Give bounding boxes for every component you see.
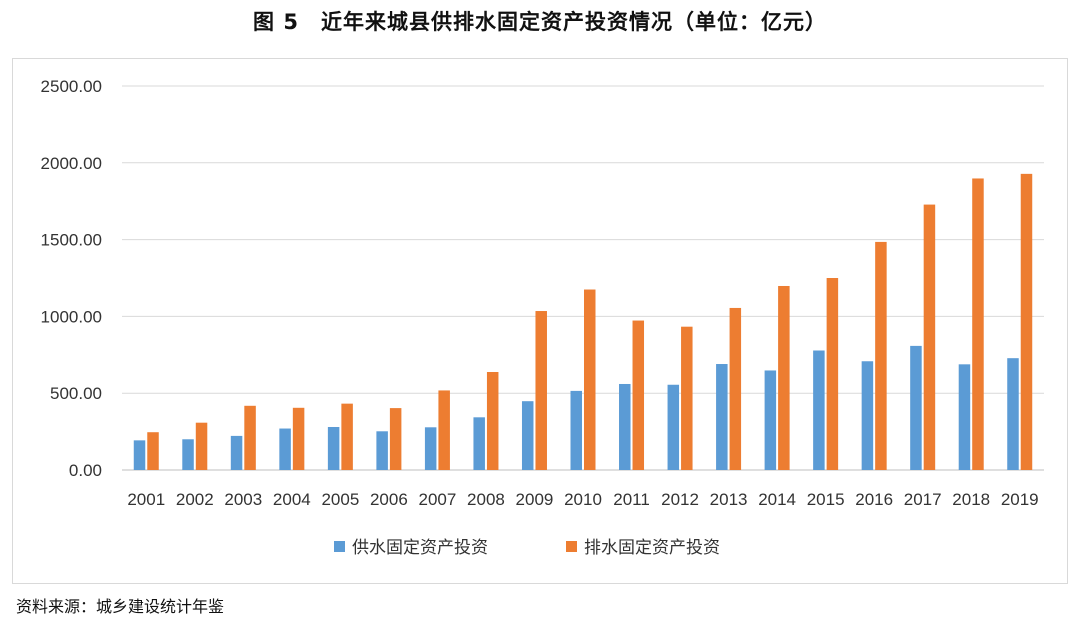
bar-supply-2008 (473, 417, 485, 470)
x-tick-label: 2004 (273, 490, 311, 509)
y-tick-label: 500.00 (50, 384, 102, 403)
bar-drain-2011 (632, 320, 645, 470)
x-tick-label: 2010 (564, 490, 602, 509)
bar-drain-2003 (244, 405, 256, 470)
bar-supply-2006 (376, 431, 388, 470)
bar-drain-2004 (292, 407, 305, 470)
bar-supply-2016 (861, 361, 874, 470)
x-tick-label: 2016 (855, 490, 893, 509)
legend: 供水固定资产投资 排水固定资产投资 (334, 538, 720, 558)
x-tick-label: 2017 (904, 490, 942, 509)
bar-drain-2007 (438, 390, 450, 470)
x-tick-label: 2019 (1001, 490, 1039, 509)
bar-drain-2002 (195, 422, 208, 470)
y-tick-label: 1500.00 (41, 231, 102, 250)
bar-drain-2005 (341, 403, 353, 470)
x-axis-ticks: 2001 2002 2003 2004 2005 2006 2007 2008 2009 2010… (127, 490, 1038, 509)
bar-drain-2016 (875, 241, 887, 470)
bar-drain-2014 (778, 285, 790, 470)
x-tick-label: 2011 (613, 490, 650, 509)
legend-swatch-supply (334, 541, 345, 552)
x-tick-label: 2014 (758, 490, 796, 509)
bar-drain-2018 (972, 178, 984, 470)
bar-supply-2009 (521, 401, 534, 470)
source-note: 资料来源：城乡建设统计年鉴 (16, 597, 225, 616)
x-tick-label: 2008 (467, 490, 505, 509)
x-tick-label: 2015 (807, 490, 845, 509)
bar-supply-2003 (230, 435, 243, 470)
x-tick-label: 2003 (224, 490, 262, 509)
bars (133, 173, 1033, 471)
legend-label-supply: 供水固定资产投资 (352, 538, 488, 558)
legend-label-drain: 排水固定资产投资 (584, 538, 720, 558)
bar-supply-2010 (570, 390, 582, 470)
bar-supply-2002 (182, 439, 194, 470)
bar-supply-2011 (619, 383, 631, 470)
legend-swatch-drain (566, 541, 577, 552)
bar-drain-2012 (681, 326, 693, 470)
bar-drain-2017 (923, 204, 936, 470)
bar-drain-2008 (486, 372, 499, 470)
x-tick-label: 2009 (516, 490, 554, 509)
x-tick-label: 2013 (710, 490, 748, 509)
y-tick-label: 2000.00 (41, 154, 102, 173)
y-tick-label: 2500.00 (41, 77, 102, 96)
bar-supply-2015 (813, 350, 825, 470)
bar-drain-2006 (389, 408, 402, 470)
x-tick-label: 2007 (419, 490, 457, 509)
bar-supply-2004 (279, 428, 291, 470)
x-tick-label: 2002 (176, 490, 214, 509)
bar-drain-2001 (147, 432, 159, 470)
bar-drain-2013 (729, 307, 742, 470)
bar-drain-2019 (1020, 173, 1033, 471)
chart-title: 图 5 近年来城县供排水固定资产投资情况（单位：亿元） (253, 10, 827, 34)
bar-drain-2010 (584, 289, 596, 470)
bar-drain-2015 (826, 278, 839, 470)
bar-supply-2014 (764, 370, 777, 470)
bar-supply-2017 (910, 345, 922, 470)
bar-supply-2019 (1007, 358, 1019, 470)
x-tick-label: 2005 (321, 490, 359, 509)
bar-supply-2013 (716, 364, 728, 470)
x-tick-label: 2018 (952, 490, 990, 509)
gridlines (122, 85, 1044, 471)
bar-supply-2005 (327, 426, 340, 470)
y-tick-label: 1000.00 (41, 307, 102, 326)
y-axis-ticks: 0.00 500.00 1000.00 1500.00 2000.00 2500.00 (41, 77, 102, 480)
bar-supply-2018 (958, 364, 971, 470)
bar-drain-2009 (535, 311, 547, 470)
bar-supply-2001 (133, 440, 146, 470)
x-tick-label: 2001 (127, 490, 165, 509)
bar-supply-2012 (667, 384, 680, 470)
x-tick-label: 2006 (370, 490, 408, 509)
bar-supply-2007 (424, 427, 437, 470)
x-tick-label: 2012 (661, 490, 699, 509)
y-tick-label: 0.00 (69, 461, 102, 480)
